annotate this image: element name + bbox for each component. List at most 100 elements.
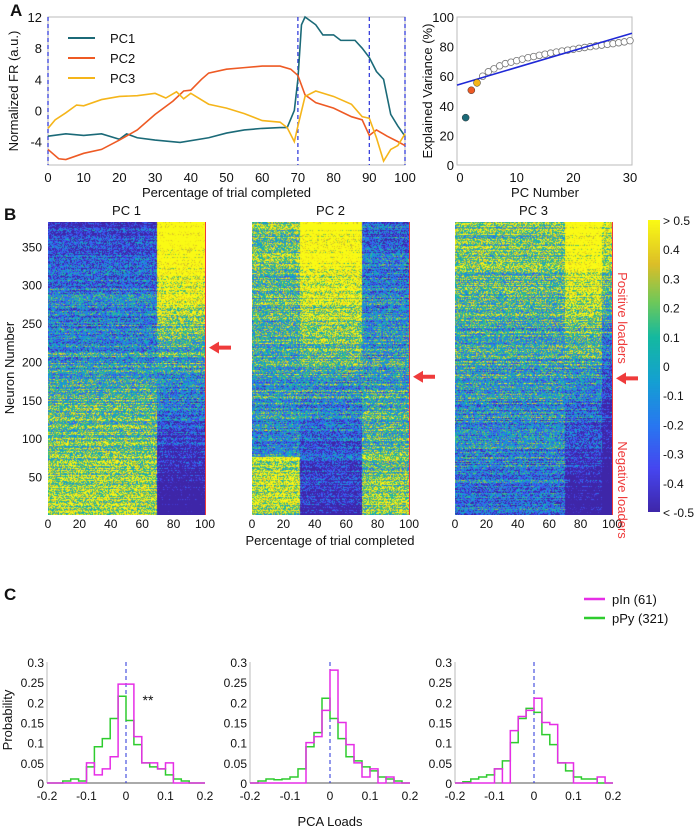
x-tick-label: 0.2 bbox=[605, 789, 622, 803]
x-tick-label: 0 bbox=[249, 517, 256, 531]
negative-loaders-label: Negative loaders bbox=[615, 441, 630, 539]
colorbar-tick-label: > 0.5 bbox=[663, 214, 690, 228]
y-tick-label: 0.25 bbox=[224, 676, 248, 690]
heatmap-pc3 bbox=[455, 222, 612, 515]
y-tick-label: 0 bbox=[37, 777, 44, 791]
fit-line bbox=[456, 32, 633, 86]
x-axis-label: PCA Loads bbox=[297, 814, 363, 829]
pc-variance-point bbox=[473, 79, 481, 87]
x-tick-label: -0.2 bbox=[240, 789, 261, 803]
y-tick-label: 0.3 bbox=[230, 656, 247, 670]
x-tick-label: 10 bbox=[76, 170, 90, 185]
y-tick-label: 0.2 bbox=[435, 696, 452, 710]
x-tick-label: 80 bbox=[574, 517, 588, 531]
x-tick-label: 0 bbox=[45, 517, 52, 531]
pc-variance-point bbox=[467, 86, 476, 95]
x-tick-label: 10 bbox=[509, 170, 523, 185]
y-tick-label: 0.2 bbox=[27, 696, 44, 710]
y-tick-label: 0.25 bbox=[429, 676, 453, 690]
x-tick-label: 20 bbox=[277, 517, 291, 531]
x-tick-label: 0 bbox=[456, 170, 463, 185]
colorbar-tick-label: < -0.5 bbox=[663, 506, 694, 520]
open-variance-point bbox=[626, 36, 634, 45]
y-tick-label: 300 bbox=[22, 279, 42, 293]
x-tick-label: 100 bbox=[394, 170, 416, 185]
y-tick-label: 0.1 bbox=[435, 737, 452, 751]
legend-label: pIn (61) bbox=[612, 592, 657, 607]
x-tick-label: 0.2 bbox=[197, 789, 214, 803]
x-tick-label: 100 bbox=[602, 517, 622, 531]
y-tick-label: 0.2 bbox=[230, 696, 247, 710]
colorbar-tick-label: 0.2 bbox=[663, 302, 680, 316]
x-tick-label: 0.1 bbox=[565, 789, 582, 803]
series-line-pc3 bbox=[47, 90, 406, 164]
x-axis-label: Percentage of trial completed bbox=[245, 533, 414, 548]
histogram-pin bbox=[455, 697, 613, 784]
series-line-pc1 bbox=[47, 15, 406, 144]
y-tick-label: 8 bbox=[35, 41, 42, 56]
x-tick-label: 0.1 bbox=[157, 789, 174, 803]
legend-label: PC1 bbox=[110, 31, 135, 46]
y-tick-label: 20 bbox=[440, 128, 454, 143]
x-tick-label: 0 bbox=[531, 789, 538, 803]
colorbar-tick-label: -0.3 bbox=[663, 448, 684, 462]
x-tick-label: 50 bbox=[219, 170, 233, 185]
x-tick-label: 40 bbox=[308, 517, 322, 531]
y-tick-label: 0.3 bbox=[435, 656, 452, 670]
y-tick-label: -4 bbox=[30, 135, 42, 150]
y-tick-label: 0.3 bbox=[27, 656, 44, 670]
x-tick-label: -0.2 bbox=[445, 789, 466, 803]
x-tick-label: 20 bbox=[73, 517, 87, 531]
panel-label-c: C bbox=[4, 585, 16, 604]
histogram-ppy bbox=[455, 707, 613, 784]
y-tick-label: 100 bbox=[432, 10, 454, 25]
x-axis-label: PC Number bbox=[511, 185, 580, 200]
panel-label-a: A bbox=[10, 1, 22, 20]
x-tick-label: -0.1 bbox=[76, 789, 97, 803]
y-tick-label: 100 bbox=[22, 432, 42, 446]
x-tick-label: 40 bbox=[511, 517, 525, 531]
x-tick-label: 40 bbox=[184, 170, 198, 185]
x-tick-label: 30 bbox=[148, 170, 162, 185]
y-tick-label: 250 bbox=[22, 317, 42, 331]
y-axis-label: Probability bbox=[0, 689, 15, 750]
x-tick-label: 0 bbox=[452, 517, 459, 531]
colorbar-tick-label: 0.1 bbox=[663, 331, 680, 345]
plot-frame bbox=[456, 16, 633, 166]
x-tick-label: -0.2 bbox=[37, 789, 58, 803]
colorbar-tick-label: -0.2 bbox=[663, 418, 684, 432]
split-arrow-icon bbox=[209, 341, 231, 354]
y-tick-label: 0 bbox=[35, 103, 42, 118]
heatmap-title: PC 1 bbox=[112, 203, 141, 218]
x-tick-label: 0 bbox=[44, 170, 51, 185]
y-tick-label: 0.05 bbox=[429, 757, 453, 771]
colorbar-tick-label: 0.3 bbox=[663, 272, 680, 286]
x-tick-label: 60 bbox=[543, 517, 557, 531]
positive-loaders-label: Positive loaders bbox=[615, 272, 630, 364]
y-tick-label: 0 bbox=[445, 777, 452, 791]
y-tick-label: 40 bbox=[440, 99, 454, 114]
y-axis-label: Explained Variance (%) bbox=[420, 24, 435, 159]
x-tick-label: 70 bbox=[291, 170, 305, 185]
colorbar-tick-label: 0.4 bbox=[663, 243, 680, 257]
heatmap-pc1 bbox=[48, 222, 205, 515]
y-tick-label: 0 bbox=[447, 158, 454, 173]
pc-variance-point bbox=[461, 113, 470, 122]
y-tick-label: 60 bbox=[440, 69, 454, 84]
x-tick-label: 60 bbox=[255, 170, 269, 185]
x-tick-label: 20 bbox=[480, 517, 494, 531]
x-tick-label: 30 bbox=[623, 170, 637, 185]
x-tick-label: 100 bbox=[399, 517, 419, 531]
y-axis-label: Normalized FR (a.u.) bbox=[6, 31, 21, 152]
x-tick-label: -0.1 bbox=[280, 789, 301, 803]
x-tick-label: 0 bbox=[327, 789, 334, 803]
y-tick-label: 0.25 bbox=[21, 676, 45, 690]
split-arrow-icon bbox=[413, 370, 435, 383]
legend-label: pPy (321) bbox=[612, 611, 668, 626]
x-tick-label: 0.1 bbox=[362, 789, 379, 803]
y-tick-label: 0.05 bbox=[224, 757, 248, 771]
split-arrow-icon bbox=[616, 372, 638, 385]
x-axis-label: Percentage of trial completed bbox=[142, 185, 311, 200]
y-tick-label: 0 bbox=[240, 777, 247, 791]
